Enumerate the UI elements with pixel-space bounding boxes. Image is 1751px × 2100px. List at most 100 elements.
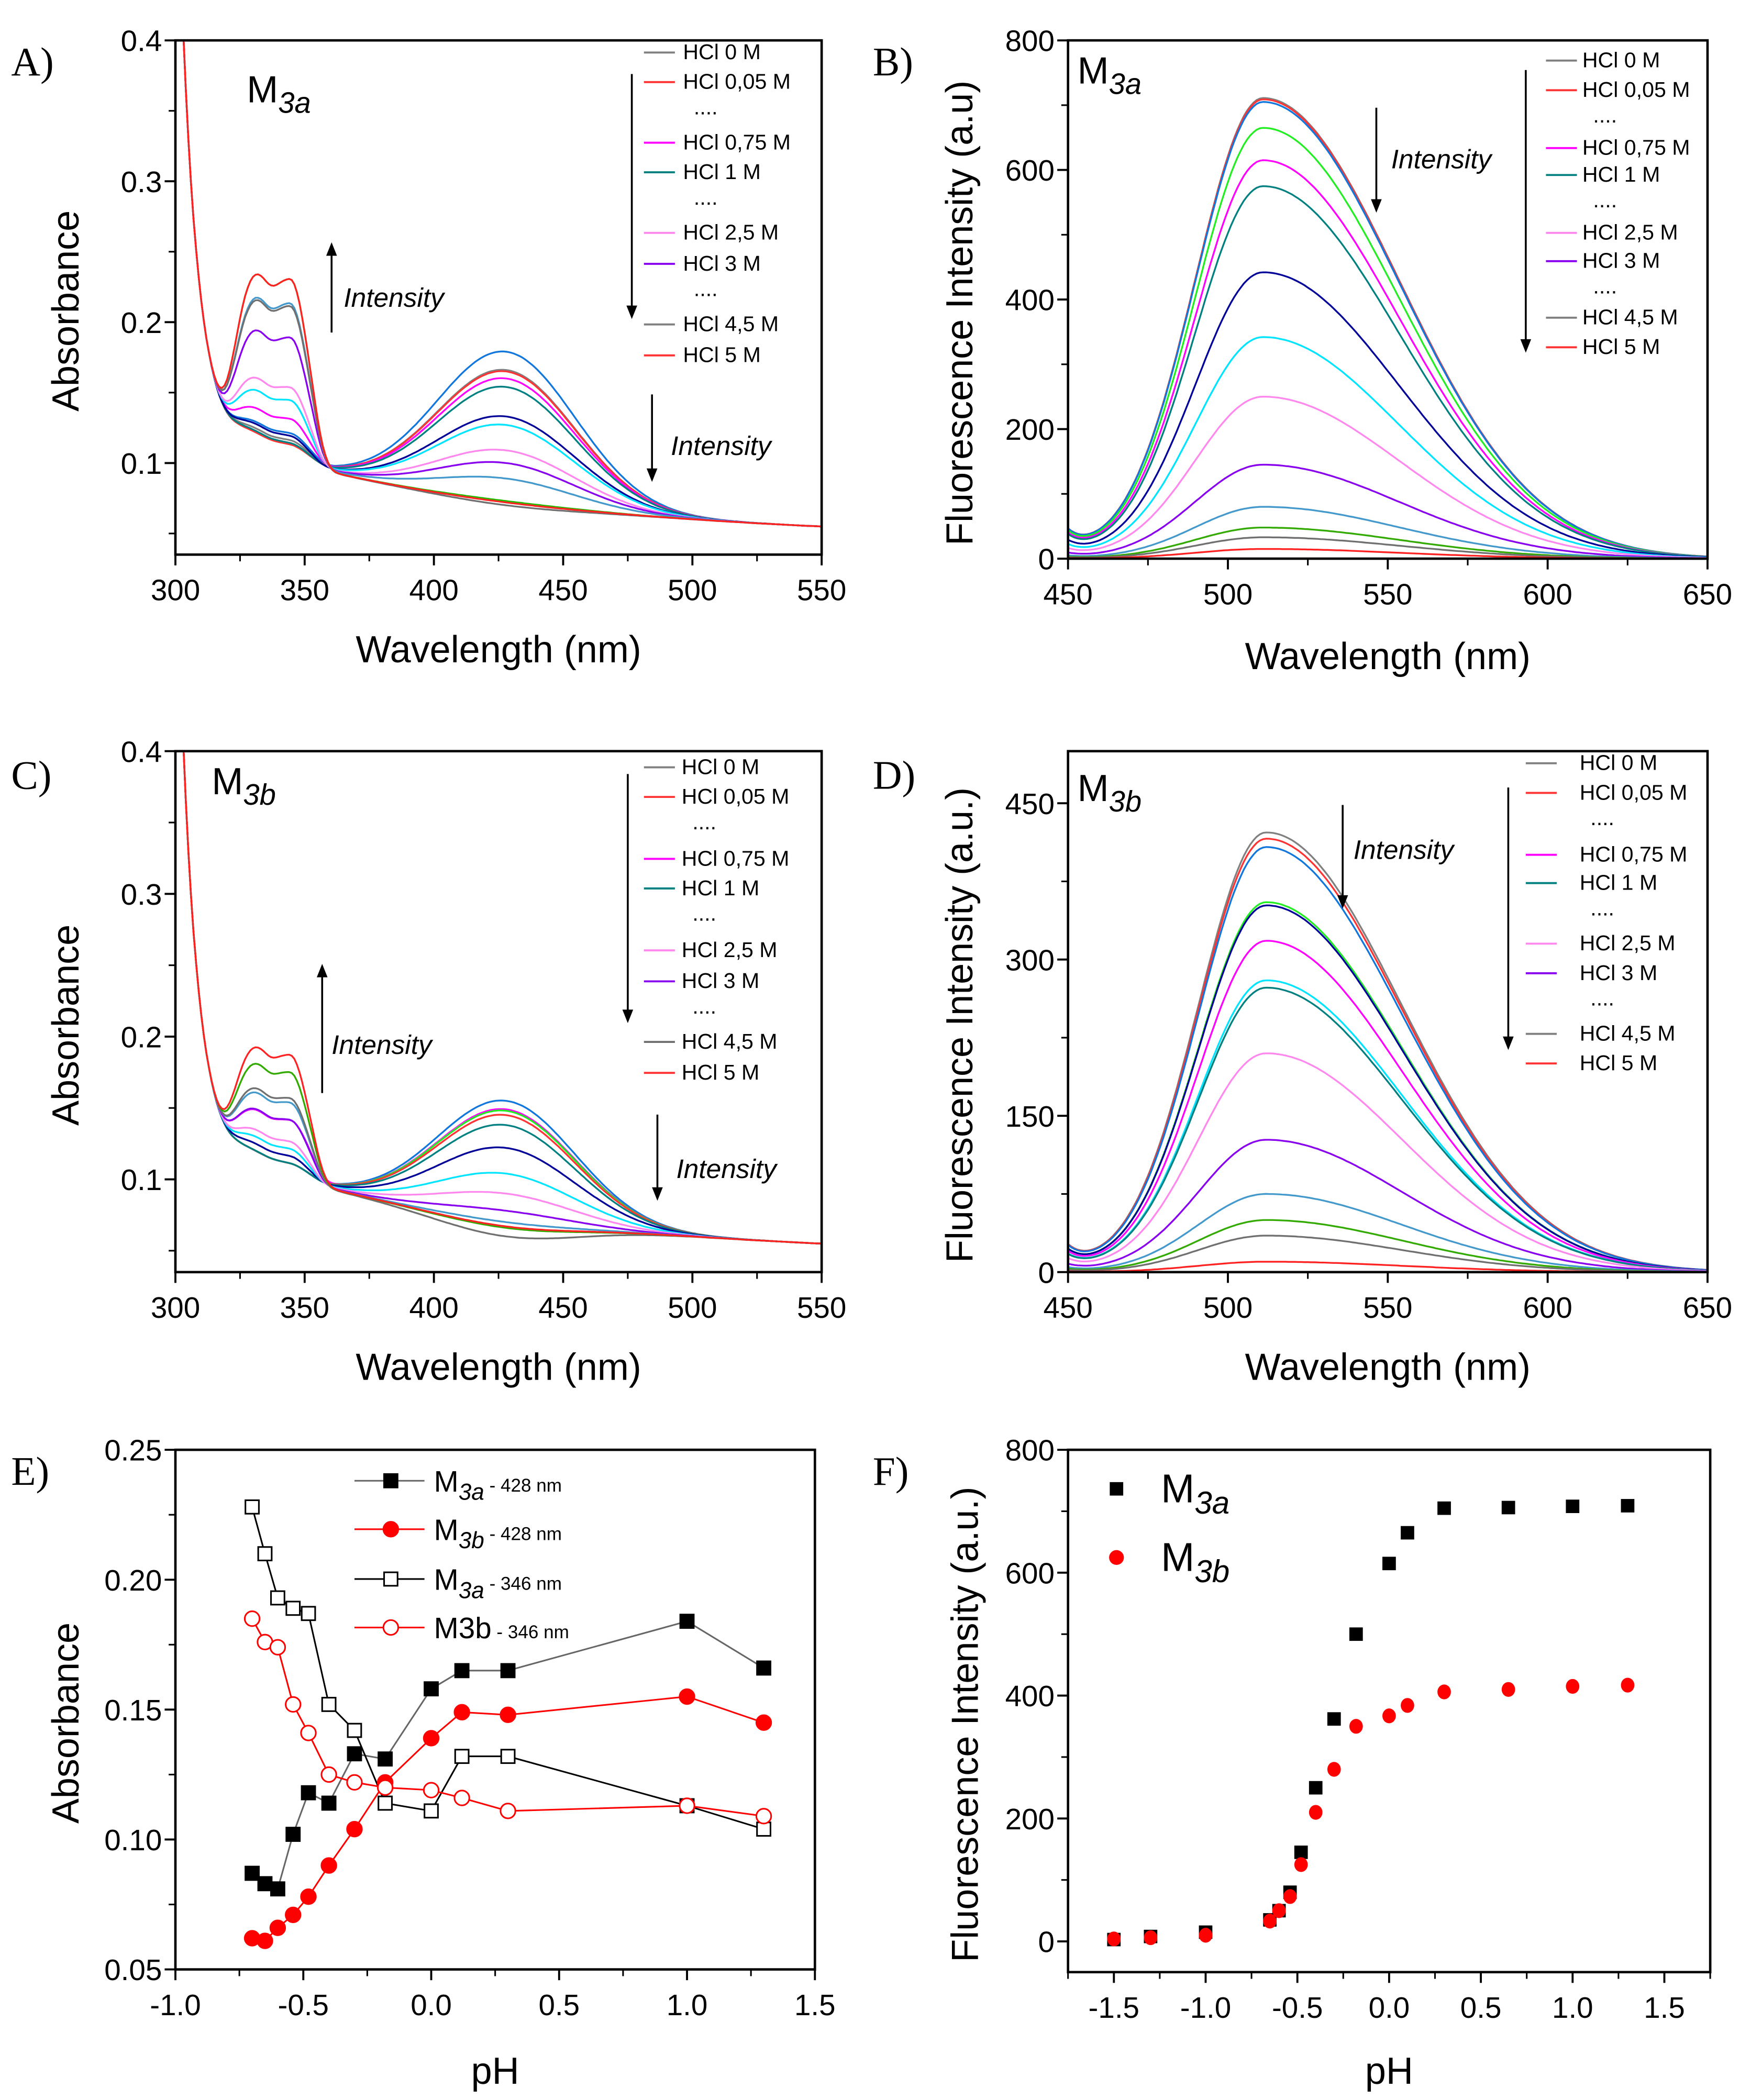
legend-label: HCl 3 M [683,251,761,275]
spectrum-line-12 [183,751,822,1245]
legend-label: M3a [1161,1466,1229,1520]
y-tick-label: 0.05 [104,1953,162,1986]
arrow-down-icon [622,1009,634,1024]
spectrum-line-7 [1068,986,1708,1272]
y-tick-label: 600 [1005,1557,1055,1590]
data-point-circle [285,1906,302,1924]
y-tick-label: 0.1 [121,1163,162,1196]
legend-label: HCl 1 M [1580,871,1658,895]
chart-panel-c: C) 300 350 400 450 500 550 0.1 0.2 0.3 0.4 Waveleng… [11,735,846,1388]
arrow-down-icon [626,305,637,319]
legend-label: HCl 0,75 M [1580,842,1688,866]
compound-main: M [1078,50,1109,92]
x-tick-label: 300 [151,1291,200,1324]
chart-panel-a: A) 300 350 400 450 500 550 0.1 0.2 0.3 0.4 Waveleng… [11,25,846,671]
data-point-square [1382,1557,1396,1571]
y-tick-label: 600 [1005,154,1055,187]
data-point-square [245,1865,260,1881]
spectrum-line-2 [1068,846,1708,1271]
plot-frame [174,750,823,1274]
spectrum-line-5 [183,751,822,1245]
compound-label: M3b [1078,768,1142,818]
spectrum-line-9 [1068,463,1708,559]
legend-label: HCl 0 M [682,754,760,779]
data-point-square [321,1795,337,1811]
data-point-square [285,1827,301,1842]
data-point-circle [1621,1677,1635,1693]
data-point-circle [1382,1708,1396,1724]
y-tick-label: 450 [1005,787,1055,820]
data-point-square [679,1614,695,1629]
arrow-up-icon [316,963,328,977]
data-point-square [1401,1526,1414,1540]
legend-label: HCl 3 M [1582,249,1660,273]
legend-label: HCl 1 M [683,160,761,184]
data-point-square [321,1697,337,1712]
y-axis-title: Fluorescence Intensity (a.u.) [939,787,981,1263]
data-point-circle [755,1808,772,1825]
data-point-square [1566,1499,1580,1513]
data-point-square [1309,1781,1323,1795]
data-point-square [270,1590,285,1606]
spectrum-line-11 [183,751,822,1245]
panel-label: B) [873,39,913,84]
y-tick-label: 0.10 [104,1824,162,1857]
legend-label: HCl 4,5 M [1582,305,1678,329]
data-point-square [1294,1846,1308,1859]
x-tick-label: 550 [797,574,846,607]
data-point-circle [1144,1930,1158,1946]
data-point-circle [243,1610,261,1627]
data-point-circle [1566,1679,1580,1694]
spectrum-line-9 [183,751,822,1245]
x-tick-label: 1.0 [1552,1991,1593,2024]
legend-marker-circle [1109,1550,1124,1565]
plot-area [183,40,822,528]
x-tick-label: 500 [668,574,717,607]
data-point-circle [1401,1698,1414,1713]
compound-suffix: - 428 nm [484,1475,562,1496]
x-tick-label: 1.0 [667,1988,708,2021]
legend-ellipsis: .... [692,902,716,926]
data-point-square [378,1751,393,1767]
arrow-down-icon [1503,1036,1514,1050]
legend-ellipsis: .... [1590,806,1614,830]
spectrum-line-10 [1068,506,1708,559]
compound-subscript: 3a [1194,1485,1229,1520]
compound-main: M3b [434,1612,492,1645]
data-point-circle [346,1820,363,1838]
legend-marker-square [383,1473,398,1488]
legend-label: HCl 0 M [1582,48,1660,72]
data-point-circle [346,1774,363,1791]
legend-ellipsis: .... [692,994,716,1018]
legend-marker-circle [382,1521,400,1538]
panel-label: E) [11,1449,49,1494]
legend-marker-square [383,1571,398,1587]
compound-subscript: 3a [459,1480,484,1505]
spectrum-line-12 [183,40,822,528]
data-point-circle [269,1639,286,1655]
data-point-square [500,1749,516,1764]
data-point-circle [1107,1931,1121,1947]
panel-label: A) [11,39,53,84]
legend-label: HCl 5 M [1580,1051,1658,1075]
data-point-circle [1437,1684,1451,1699]
y-tick-label: 0.20 [104,1564,162,1597]
compound-label: M3a [247,69,311,119]
data-point-circle [1263,1914,1277,1929]
data-point-square [1501,1501,1515,1515]
spectrum-line-4 [183,751,822,1245]
y-tick-label: 0 [1038,543,1055,576]
data-point-square [424,1803,439,1819]
spectrum-line-8 [1068,1052,1708,1272]
compound-subscript: 3a [459,1577,484,1603]
data-point-circle [1501,1682,1515,1697]
annotation-text: Intensity [331,1029,434,1060]
compound-label: M3b [212,761,275,811]
data-point-square [1349,1627,1363,1641]
x-tick-label: -0.5 [1272,1991,1323,2024]
legend-label: HCl 2,5 M [1582,220,1678,245]
legend-label: HCl 3 M [682,969,760,993]
x-tick-label: -1.5 [1089,1991,1139,2024]
